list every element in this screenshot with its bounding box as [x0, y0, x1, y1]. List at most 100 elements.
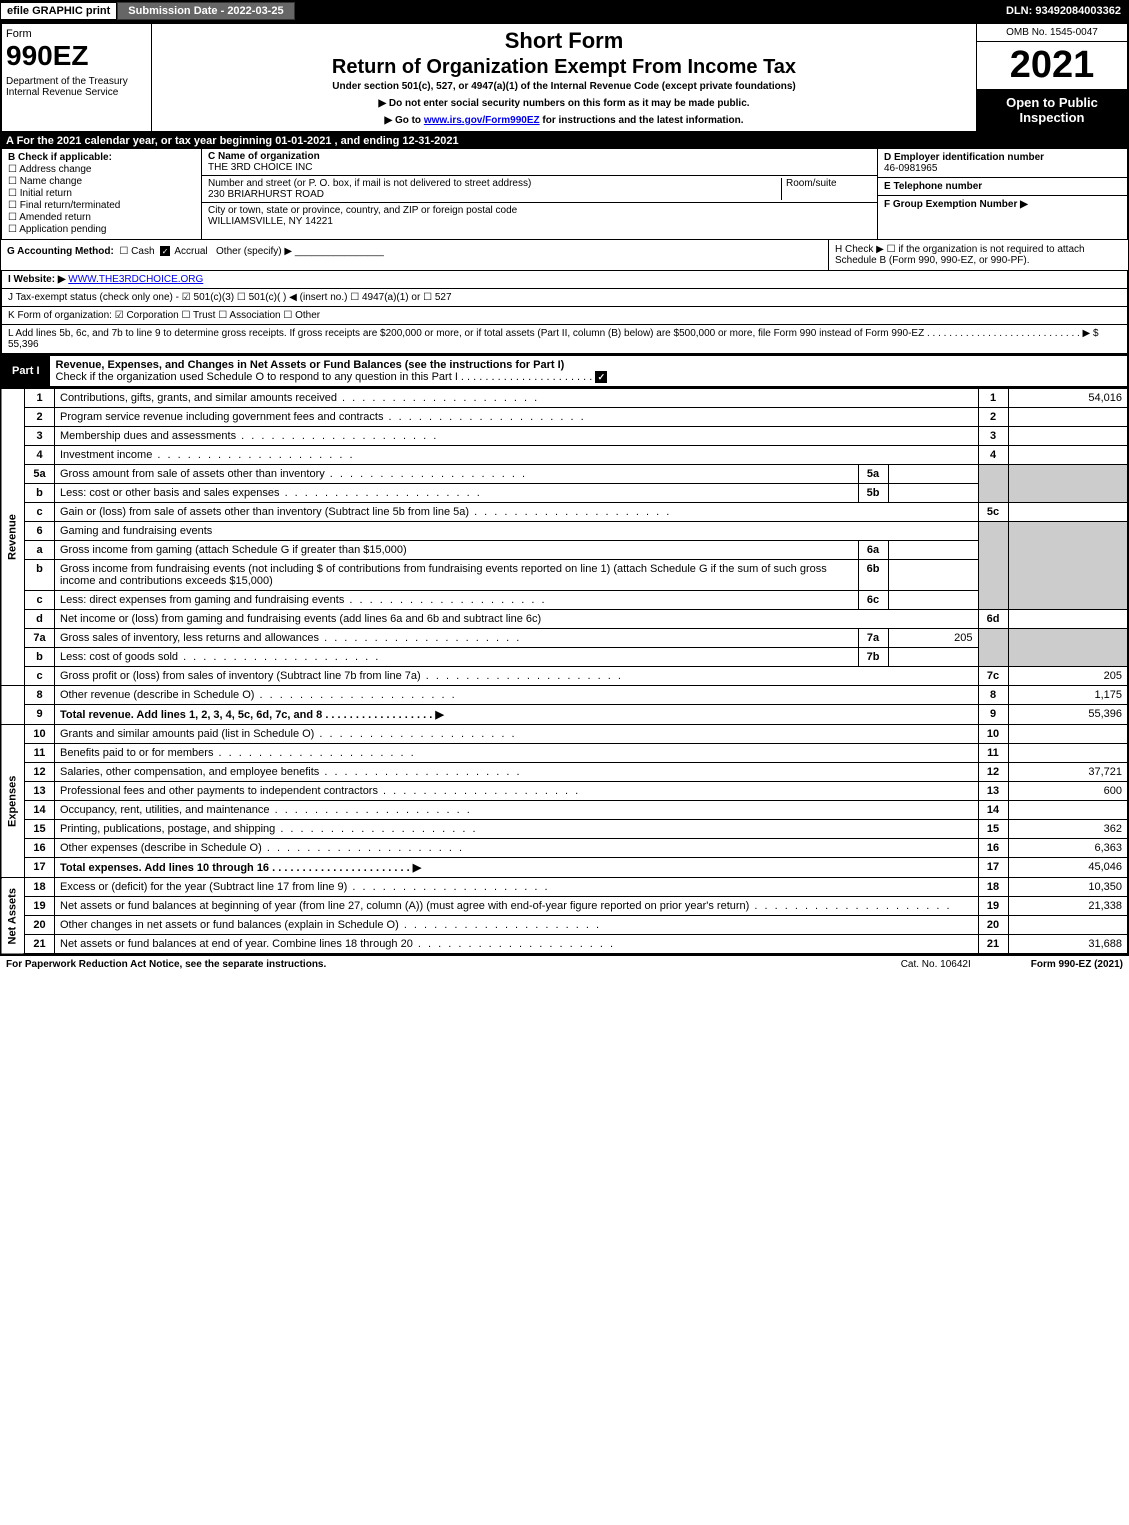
l6c-num: c: [25, 591, 55, 610]
l6d-text: Net income or (loss) from gaming and fun…: [55, 610, 979, 629]
part-i-checkbox[interactable]: ✓: [595, 371, 607, 383]
street-row: Number and street (or P. O. box, if mail…: [202, 176, 877, 203]
l7b-num: b: [25, 648, 55, 667]
l9-box: 9: [978, 705, 1008, 725]
l6a-ival: [888, 541, 978, 560]
ein-label: D Employer identification number: [884, 152, 1044, 163]
chk-final-return[interactable]: ☐ Final return/terminated: [8, 200, 195, 211]
l15-box: 15: [978, 820, 1008, 839]
accrual-checkbox[interactable]: ✓: [160, 246, 170, 256]
l5a-text: Gross amount from sale of assets other t…: [55, 465, 859, 484]
irs-link[interactable]: www.irs.gov/Form990EZ: [424, 115, 540, 126]
l19-num: 19: [25, 897, 55, 916]
l1-text: Contributions, gifts, grants, and simila…: [55, 389, 979, 408]
l14-box: 14: [978, 801, 1008, 820]
l7a-ibox: 7a: [858, 629, 888, 648]
org-name-label: C Name of organization: [208, 151, 320, 162]
l15-text: Printing, publications, postage, and shi…: [55, 820, 979, 839]
org-name-value: THE 3RD CHOICE INC: [208, 162, 312, 173]
group-exemption-label: F Group Exemption Number ▶: [884, 199, 1028, 210]
website-link[interactable]: WWW.THE3RDCHOICE.ORG: [68, 274, 203, 285]
section-j: J Tax-exempt status (check only one) - ☑…: [0, 289, 1129, 307]
l6c-ival: [888, 591, 978, 610]
revenue-sidelabel: Revenue: [1, 389, 25, 686]
section-l: L Add lines 5b, 6c, and 7b to line 9 to …: [0, 325, 1129, 354]
chk-address-change[interactable]: ☐ Address change: [8, 164, 195, 175]
l11-amt: [1008, 744, 1128, 763]
part-i-header: Part I Revenue, Expenses, and Changes in…: [0, 354, 1129, 388]
l18-num: 18: [25, 878, 55, 897]
section-h: H Check ▶ ☐ if the organization is not r…: [828, 240, 1128, 270]
website-label: I Website: ▶: [8, 274, 66, 285]
l9-num: 9: [25, 705, 55, 725]
l7c-text: Gross profit or (loss) from sales of inv…: [55, 667, 979, 686]
section-def: D Employer identification number 46-0981…: [877, 149, 1127, 239]
l18-amt: 10,350: [1008, 878, 1128, 897]
l21-amt: 31,688: [1008, 935, 1128, 955]
tax-year: 2021: [977, 42, 1127, 89]
l5b-ival: [888, 484, 978, 503]
omb-number: OMB No. 1545-0047: [977, 24, 1127, 42]
l16-num: 16: [25, 839, 55, 858]
revenue-sidelabel-cont: [1, 686, 25, 725]
l9-amt: 55,396: [1008, 705, 1128, 725]
form-number: 990EZ: [6, 40, 147, 72]
l3-amt: [1008, 427, 1128, 446]
ein-value: 46-0981965: [884, 163, 937, 174]
l1-amt: 54,016: [1008, 389, 1128, 408]
l17-box: 17: [978, 858, 1008, 878]
l6-amt-shade: [1008, 522, 1128, 610]
efile-print-label[interactable]: efile GRAPHIC print: [0, 2, 117, 20]
l3-num: 3: [25, 427, 55, 446]
l14-num: 14: [25, 801, 55, 820]
chk-amended-return[interactable]: ☐ Amended return: [8, 212, 195, 223]
chk-application-pending[interactable]: ☐ Application pending: [8, 224, 195, 235]
chk-name-change[interactable]: ☐ Name change: [8, 176, 195, 187]
l1-num: 1: [25, 389, 55, 408]
expenses-sidelabel: Expenses: [1, 725, 25, 878]
l6b-num: b: [25, 560, 55, 591]
room-label: Room/suite: [786, 178, 837, 189]
l15-num: 15: [25, 820, 55, 839]
department-label: Department of the Treasury Internal Reve…: [6, 76, 147, 98]
l13-text: Professional fees and other payments to …: [55, 782, 979, 801]
part-i-label: Part I: [2, 362, 50, 380]
l4-num: 4: [25, 446, 55, 465]
l8-box: 8: [978, 686, 1008, 705]
page-footer: For Paperwork Reduction Act Notice, see …: [0, 955, 1129, 973]
l7b-ibox: 7b: [858, 648, 888, 667]
l6-text: Gaming and fundraising events: [55, 522, 979, 541]
l12-box: 12: [978, 763, 1008, 782]
l5c-num: c: [25, 503, 55, 522]
top-bar: efile GRAPHIC print Submission Date - 20…: [0, 0, 1129, 22]
l5c-box: 5c: [978, 503, 1008, 522]
cash-label[interactable]: Cash: [131, 246, 154, 257]
city-label: City or town, state or province, country…: [208, 205, 517, 216]
l6-num: 6: [25, 522, 55, 541]
l4-text: Investment income: [55, 446, 979, 465]
l13-num: 13: [25, 782, 55, 801]
l16-text: Other expenses (describe in Schedule O): [55, 839, 979, 858]
accounting-method-label: G Accounting Method:: [7, 246, 114, 257]
section-f: F Group Exemption Number ▶: [878, 196, 1127, 213]
part-i-check-text: Check if the organization used Schedule …: [56, 371, 593, 383]
l7a-ival: 205: [888, 629, 978, 648]
l6b-ival: [888, 560, 978, 591]
street-value: 230 BRIARHURST ROAD: [208, 189, 324, 200]
l16-amt: 6,363: [1008, 839, 1128, 858]
l9-text: Total revenue. Add lines 1, 2, 3, 4, 5c,…: [55, 705, 979, 725]
l21-num: 21: [25, 935, 55, 955]
no-ssn-text: ▶ Do not enter social security numbers o…: [156, 98, 972, 109]
l6a-num: a: [25, 541, 55, 560]
l2-amt: [1008, 408, 1128, 427]
netassets-sidelabel: Net Assets: [1, 878, 25, 955]
other-specify-label[interactable]: Other (specify) ▶: [216, 246, 292, 257]
form-word: Form: [6, 28, 147, 40]
l21-box: 21: [978, 935, 1008, 955]
l6d-box: 6d: [978, 610, 1008, 629]
l7b-text: Less: cost of goods sold: [55, 648, 859, 667]
l6d-amt: [1008, 610, 1128, 629]
chk-initial-return[interactable]: ☐ Initial return: [8, 188, 195, 199]
l11-box: 11: [978, 744, 1008, 763]
section-d: D Employer identification number 46-0981…: [878, 149, 1127, 178]
